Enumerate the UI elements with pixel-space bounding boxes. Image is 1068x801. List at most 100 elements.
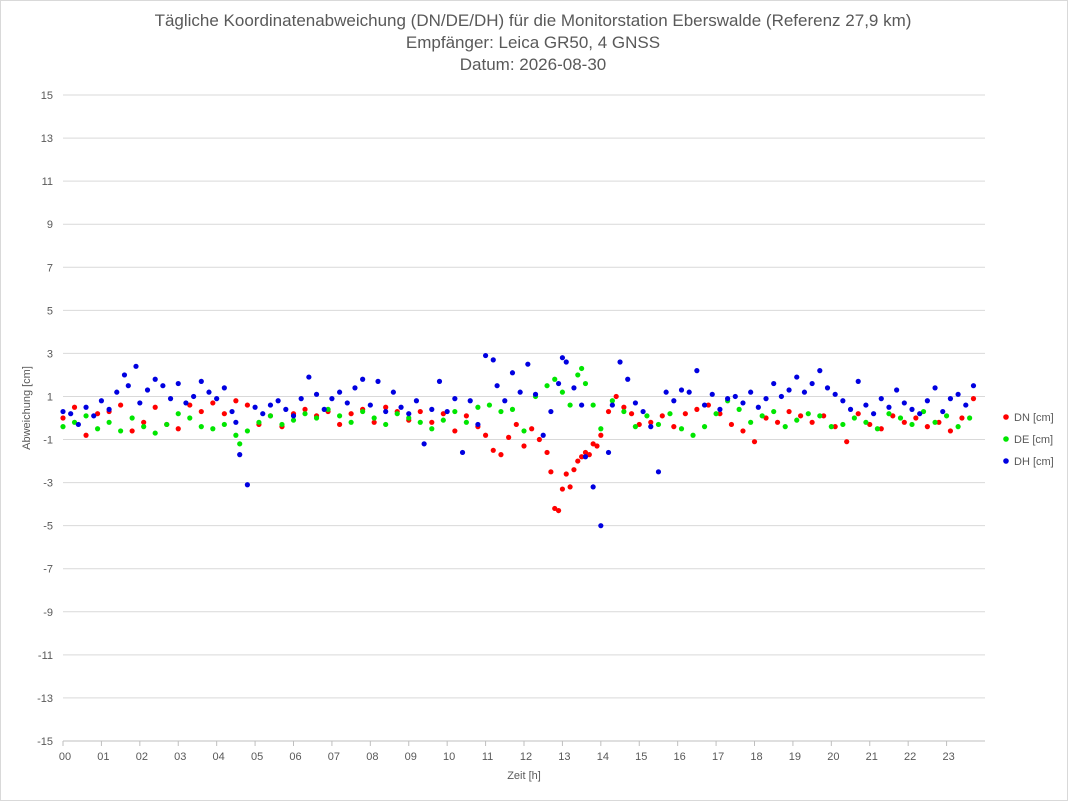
data-point bbox=[890, 413, 896, 419]
data-point bbox=[498, 408, 504, 415]
y-axis-ticks: 15 13 11 9 7 5 3 1 -1 -3 -5 -7 -9 -11 -13 -15 bbox=[37, 90, 53, 748]
x-tick-label: 15 bbox=[635, 751, 647, 763]
data-point bbox=[609, 402, 615, 408]
data-point bbox=[509, 406, 516, 412]
data-point bbox=[187, 402, 193, 408]
data-point bbox=[824, 385, 831, 391]
x-tick-label: 11 bbox=[482, 751, 493, 763]
data-point bbox=[632, 400, 639, 406]
data-point bbox=[417, 419, 423, 425]
data-point bbox=[344, 400, 350, 406]
data-point bbox=[805, 411, 811, 417]
data-point bbox=[198, 424, 204, 430]
x-axis-ticks: 00 01 02 03 04 05 06 07 08 09 10 11 12 13 14 15 16 17 18 19… bbox=[59, 741, 955, 763]
data-point bbox=[621, 408, 627, 415]
data-point bbox=[725, 396, 731, 402]
data-point bbox=[901, 419, 907, 425]
data-point bbox=[348, 411, 354, 417]
data-point bbox=[575, 372, 581, 378]
data-point bbox=[694, 406, 700, 412]
data-point bbox=[279, 421, 285, 428]
data-point bbox=[628, 411, 635, 417]
data-point bbox=[513, 421, 519, 428]
data-point bbox=[959, 415, 965, 421]
data-point bbox=[406, 411, 412, 417]
data-point bbox=[252, 404, 258, 410]
x-tick-label: 21 bbox=[866, 751, 878, 763]
data-point bbox=[901, 400, 907, 406]
data-point bbox=[490, 447, 496, 453]
x-tick-label: 09 bbox=[405, 751, 417, 763]
y-tick-label: -15 bbox=[37, 736, 53, 748]
data-point bbox=[536, 436, 542, 443]
data-point bbox=[118, 428, 124, 434]
data-point bbox=[267, 413, 274, 419]
data-point bbox=[855, 378, 861, 384]
data-point bbox=[71, 404, 78, 410]
data-point bbox=[244, 402, 250, 408]
data-point bbox=[121, 372, 128, 378]
data-point bbox=[605, 408, 612, 415]
data-point bbox=[298, 396, 304, 402]
data-point bbox=[452, 408, 458, 415]
data-point bbox=[832, 391, 838, 397]
data-point bbox=[283, 406, 289, 412]
data-point bbox=[563, 471, 569, 477]
data-point bbox=[71, 419, 78, 425]
data-point bbox=[751, 439, 758, 445]
x-tick-label: 01 bbox=[97, 751, 109, 763]
data-point bbox=[582, 454, 589, 460]
data-point bbox=[348, 419, 354, 425]
data-point bbox=[452, 428, 458, 434]
y-tick-label: 9 bbox=[47, 219, 53, 231]
data-point bbox=[894, 387, 900, 393]
data-point bbox=[717, 411, 723, 417]
data-point bbox=[671, 398, 677, 404]
data-point bbox=[229, 408, 235, 415]
data-point bbox=[648, 424, 654, 430]
data-point bbox=[94, 411, 101, 417]
data-point bbox=[878, 396, 884, 402]
grid-lines bbox=[63, 94, 985, 742]
data-point bbox=[847, 406, 854, 412]
data-point bbox=[175, 411, 181, 417]
x-tick-label: 07 bbox=[328, 751, 340, 763]
data-point bbox=[390, 389, 396, 395]
data-point bbox=[582, 449, 589, 456]
data-point bbox=[98, 398, 105, 404]
data-point bbox=[625, 376, 631, 382]
data-point bbox=[383, 421, 389, 428]
data-point bbox=[763, 396, 769, 402]
x-tick-label: 18 bbox=[750, 751, 762, 763]
data-point bbox=[844, 439, 850, 445]
data-point bbox=[786, 408, 792, 415]
data-point bbox=[559, 389, 566, 395]
y-axis-label: Abweichung [cm] bbox=[21, 366, 33, 450]
data-point bbox=[555, 507, 562, 514]
data-point bbox=[682, 411, 688, 417]
legend-label: DN [cm] bbox=[1014, 412, 1054, 424]
data-point bbox=[920, 408, 927, 415]
data-point bbox=[771, 380, 777, 387]
data-point bbox=[970, 396, 977, 402]
chart-title: Tägliche Koordinatenabweichung (DN/DE/DH… bbox=[154, 11, 912, 30]
x-tick-label: 06 bbox=[289, 751, 301, 763]
data-point bbox=[129, 428, 135, 434]
x-tick-label: 04 bbox=[213, 751, 225, 763]
data-point bbox=[817, 368, 823, 374]
data-point bbox=[141, 419, 147, 425]
data-point bbox=[759, 413, 765, 419]
data-point bbox=[563, 359, 569, 365]
x-tick-label: 14 bbox=[597, 751, 609, 763]
y-tick-label: -3 bbox=[43, 478, 53, 490]
data-point bbox=[709, 391, 715, 397]
data-point bbox=[198, 408, 204, 415]
data-point bbox=[83, 404, 89, 410]
data-point bbox=[559, 486, 566, 492]
data-point bbox=[809, 419, 815, 425]
data-point bbox=[817, 413, 823, 419]
legend-label: DH [cm] bbox=[1014, 456, 1054, 468]
data-point bbox=[559, 355, 566, 361]
data-point bbox=[118, 402, 124, 408]
data-point bbox=[152, 404, 158, 410]
